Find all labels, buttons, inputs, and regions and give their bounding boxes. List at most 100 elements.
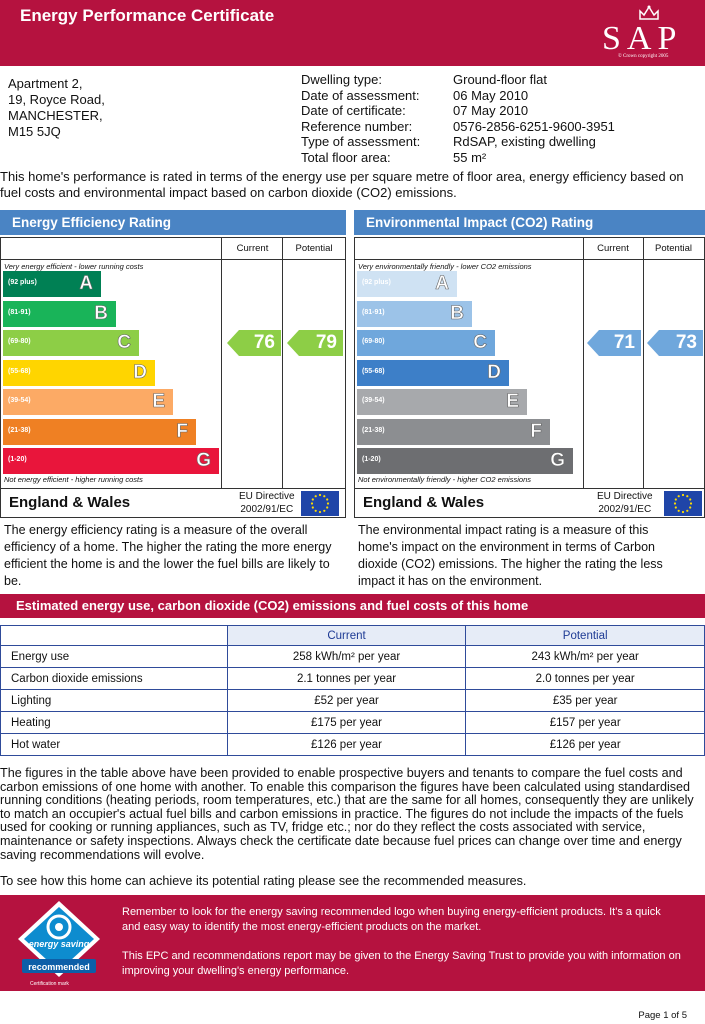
band-letter: C	[117, 332, 131, 354]
rating-band-e: (39-54) E	[3, 389, 173, 415]
detail-label: Dwelling type:	[301, 72, 382, 87]
band-letter: E	[152, 391, 165, 413]
eu-directive: EU Directive 2002/91/EC	[597, 491, 653, 515]
table-header-potential: Potential	[465, 625, 705, 646]
band-range-label: (55-68)	[8, 367, 31, 375]
recommended-measures-text: To see how this home can achieve its pot…	[0, 874, 527, 888]
potential-rating-arrow: 73	[647, 330, 703, 356]
detail-label: Total floor area:	[301, 149, 391, 165]
energy-efficiency-panel: Energy Efficiency Rating Current Potenti…	[0, 210, 346, 588]
band-letter: B	[450, 302, 464, 324]
eu-directive: EU Directive 2002/91/EC	[239, 491, 295, 515]
logo-text-line2: recommended	[28, 962, 90, 972]
rating-band-d: (55-68) D	[3, 359, 155, 386]
col-current: Current	[222, 238, 283, 260]
band-range-label: (81-91)	[362, 308, 385, 316]
address-line: MANCHESTER,	[8, 108, 103, 123]
band-letter: B	[94, 302, 108, 324]
certification-mark: Certification mark	[30, 981, 69, 987]
environment-panel-title: Environmental Impact (CO2) Rating	[354, 210, 705, 235]
detail-label: Date of assessment:	[301, 87, 420, 103]
bottom-note: Not energy efficient - higher running co…	[4, 475, 143, 484]
detail-value: 0576-2856-6251-9600-3951	[453, 118, 615, 134]
band-letter: D	[487, 361, 501, 383]
band-letter: F	[176, 420, 188, 442]
potential-rating-arrow: 79	[287, 330, 343, 356]
explanation-text: The figures in the table above have been…	[0, 766, 694, 862]
rating-band-g: (1-20) G	[3, 448, 219, 474]
rating-band-f: (21-38) F	[3, 418, 196, 445]
energy-chart: Current Potential Very energy efficient …	[0, 237, 346, 518]
current-rating-value: 71	[613, 332, 635, 353]
logo-text-line1: energy saving	[29, 939, 90, 949]
band-range-label: (21-38)	[362, 426, 385, 434]
energy-panel-title: Energy Efficiency Rating	[0, 210, 346, 235]
band-range-label: (92 plus)	[362, 279, 391, 286]
eu-flag-icon	[664, 491, 702, 516]
environment-chart: Current Potential Very environmentally f…	[354, 237, 705, 518]
band-range-label: (55-68)	[362, 367, 385, 375]
rating-band-d: (55-68) D	[357, 359, 509, 386]
environmental-impact-panel: Environmental Impact (CO2) Rating Curren…	[354, 210, 705, 588]
estimated-costs-table: Current Potential Energy use 258 kWh/m² …	[0, 625, 705, 756]
band-letter: G	[550, 450, 565, 472]
estimated-section-title: Estimated energy use, carbon dioxide (CO…	[0, 594, 705, 618]
rating-band-c: (69-80) C	[3, 330, 139, 356]
table-header-current: Current	[226, 625, 467, 646]
table-row: Heating £175 per year £157 per year	[0, 711, 705, 734]
band-range-label: (1-20)	[8, 456, 27, 463]
current-rating-arrow: 76	[227, 330, 281, 356]
rating-band-b: (81-91) B	[357, 300, 472, 327]
band-range-label: (81-91)	[8, 308, 31, 316]
rating-band-a: (92 plus) A	[357, 271, 457, 297]
rating-band-f: (21-38) F	[357, 418, 550, 445]
environment-description: The environmental impact rating is a mea…	[358, 523, 663, 588]
top-note: Very energy efficient - lower running co…	[4, 262, 144, 271]
detail-label: Reference number:	[301, 118, 413, 134]
current-rating-arrow: 71	[587, 330, 641, 356]
energy-saving-banner: energy saving recommended Certification …	[0, 895, 705, 991]
band-letter: D	[133, 361, 147, 383]
details-values: Ground-floor flat 06 May 2010 07 May 201…	[453, 72, 615, 166]
region-label: England & Wales	[363, 494, 485, 511]
energy-saving-recommended-logo: energy saving recommended	[18, 901, 100, 977]
header-bar	[0, 0, 705, 66]
detail-value: 55 m²	[453, 149, 487, 165]
rating-band-a: (92 plus) A	[3, 271, 101, 297]
detail-value: Ground-floor flat	[453, 72, 547, 87]
page-number: Page 1 of 5	[638, 1010, 687, 1021]
top-note: Very environmentally friendly - lower CO…	[358, 262, 532, 271]
band-range-label: (69-80)	[362, 338, 385, 345]
table-row: Carbon dioxide emissions 2.1 tonnes per …	[0, 667, 705, 690]
crown-icon	[639, 5, 659, 20]
rating-band-c: (69-80) C	[357, 330, 495, 356]
property-address: Apartment 2, 19, Royce Road, MANCHESTER,…	[8, 76, 105, 140]
band-range-label: (39-54)	[362, 397, 385, 404]
col-current: Current	[583, 238, 643, 260]
detail-label: Type of assessment:	[301, 134, 421, 150]
potential-rating-value: 73	[675, 332, 697, 353]
band-range-label: (39-54)	[8, 397, 31, 404]
band-letter: C	[473, 332, 487, 354]
page-title: Energy Performance Certificate	[20, 6, 275, 25]
current-rating-value: 76	[253, 332, 275, 353]
bottom-note: Not environmentally friendly - higher CO…	[358, 475, 531, 484]
sap-logo: SAP © Crown copyright 2005	[598, 2, 698, 64]
intro-text: This home's performance is rated in term…	[0, 169, 684, 200]
rating-band-e: (39-54) E	[357, 389, 527, 415]
address-line: 19, Royce Road,	[8, 92, 105, 107]
rating-band-g: (1-20) G	[357, 448, 573, 474]
sap-copyright: © Crown copyright 2005	[618, 54, 669, 59]
banner-paragraph-2: This EPC and recommendations report may …	[122, 950, 681, 977]
details-labels: Dwelling type: Date of assessment: Date …	[301, 72, 420, 166]
band-letter: A	[79, 273, 93, 295]
rating-band-b: (81-91) B	[3, 300, 116, 327]
eu-flag-icon	[301, 491, 339, 516]
band-letter: A	[435, 273, 449, 295]
col-potential: Potential	[643, 238, 704, 260]
band-range-label: (1-20)	[362, 456, 381, 463]
band-letter: F	[530, 420, 542, 442]
col-potential: Potential	[283, 238, 345, 260]
band-letter: G	[196, 450, 211, 472]
banner-paragraph-1: Remember to look for the energy saving r…	[122, 906, 661, 933]
